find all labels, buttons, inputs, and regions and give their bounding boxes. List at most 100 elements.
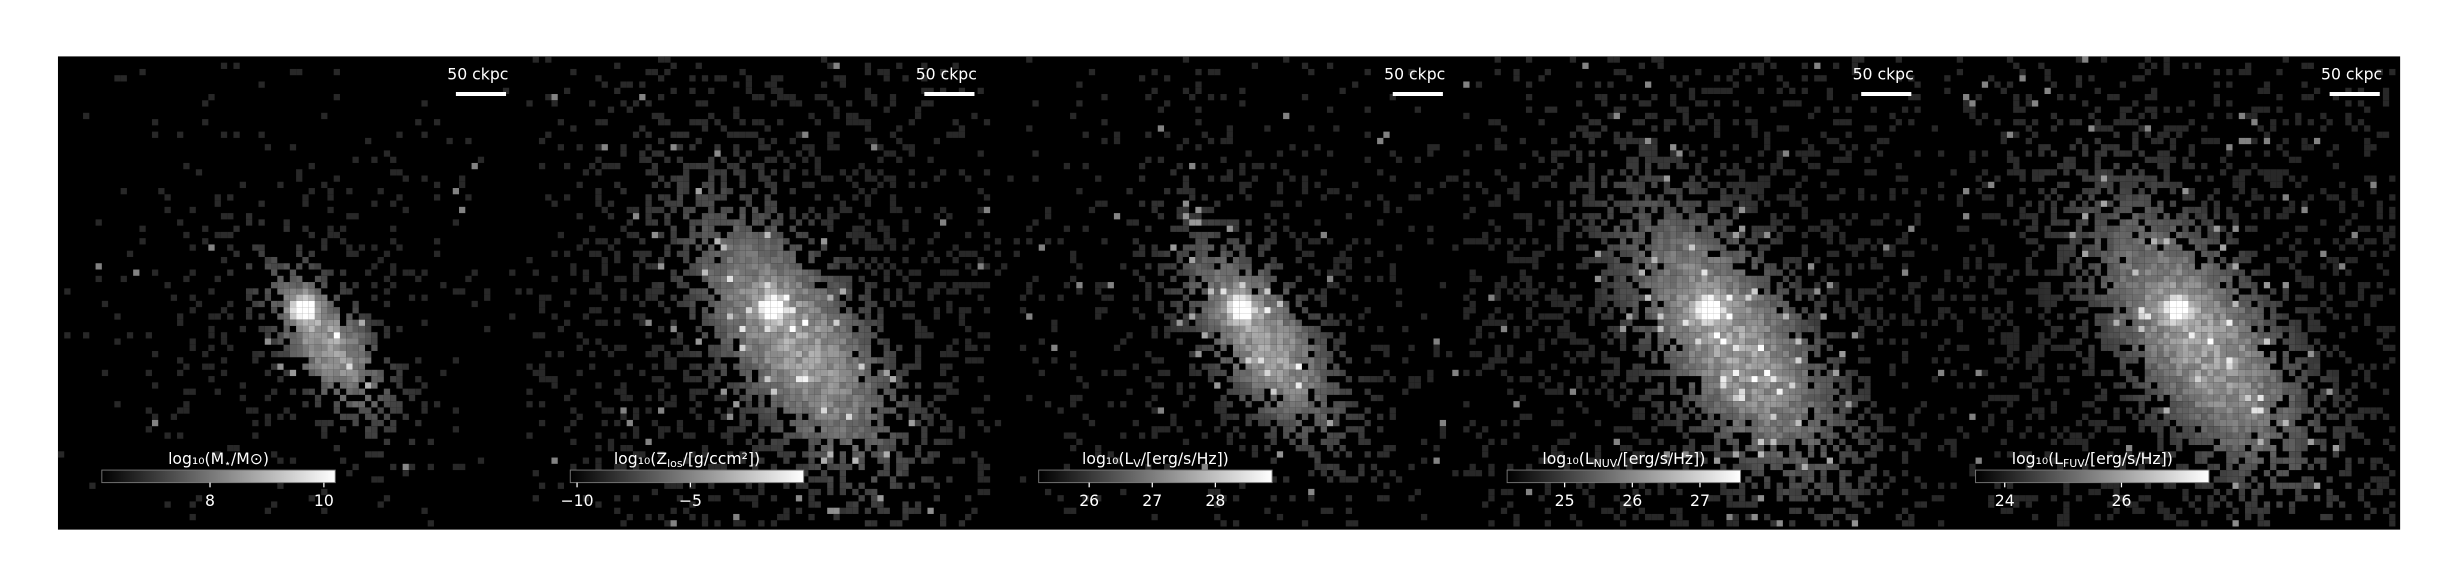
pixel [1226,175,1233,182]
pixel [770,225,778,232]
pixel [1507,350,1514,358]
pixel [676,282,684,289]
pixel [658,137,665,145]
pixel [1320,169,1327,176]
pixel [1757,181,1765,189]
pixel [1707,419,1714,427]
pixel [1170,313,1177,320]
pixel [1469,307,1476,314]
pixel [783,401,790,408]
pixel [827,357,834,364]
pixel [933,482,940,489]
pixel [1519,162,1526,170]
pixel [1764,319,1771,326]
pixel [308,282,315,289]
pixel [120,188,127,195]
pixel [1164,332,1171,339]
pixel [538,294,546,301]
pixel [714,75,721,82]
pixel [701,388,709,395]
pixel [1732,294,1739,301]
pixel [582,495,590,502]
pixel [1638,369,1645,377]
pixel [220,369,228,377]
pixel [871,332,878,339]
pixel [538,332,546,339]
pixel [1258,244,1265,251]
pixel [777,344,784,351]
pixel [1182,269,1190,276]
pixel [1500,282,1508,289]
pixel [695,376,702,383]
pixel [1157,269,1165,276]
pixel [883,150,890,157]
pixel [1588,495,1595,502]
pixel [1645,150,1652,157]
pixel [582,338,590,345]
pixel [1720,188,1727,195]
pixel [1657,325,1664,333]
pixel [814,194,821,201]
pixel [733,263,740,270]
pixel [371,319,378,326]
pixel [1601,256,1608,264]
pixel [1251,307,1259,314]
pixel [1670,419,1677,427]
pixel [346,369,353,377]
pixel [933,256,940,264]
pixel [383,394,391,402]
pixel [1701,401,1708,408]
pixel [346,350,353,358]
pixel [145,426,152,433]
pixel [708,181,715,189]
pixel [239,394,246,402]
pixel [770,350,778,358]
pixel [864,244,872,251]
pixel [1701,407,1708,414]
pixel [994,238,1002,245]
pixel [1364,68,1371,76]
pixel [1145,131,1152,138]
pixel [1770,263,1777,270]
pixel [689,263,696,270]
pixel [1707,238,1714,245]
pixel [664,363,671,370]
pixel [1645,332,1652,339]
pixel [745,256,752,264]
pixel [1619,137,1627,145]
pixel [1638,407,1645,414]
pixel [745,325,752,333]
pixel [1070,363,1077,370]
pixel [1377,426,1384,433]
pixel [739,275,746,283]
pixel [302,307,309,314]
pixel [846,363,853,370]
pixel [208,332,215,339]
pixel [1557,382,1564,389]
pixel [676,300,684,308]
pixel [764,376,771,383]
pixel [789,188,796,195]
pixel [1076,288,1083,295]
pixel [783,269,790,276]
pixel [595,250,602,257]
pixel [1395,300,1403,308]
pixel [1289,319,1296,326]
pixel [346,470,353,477]
pixel [601,263,608,270]
pixel [733,401,740,408]
pixel [933,213,940,220]
pixel [1594,300,1602,308]
pixel [264,419,272,427]
pixel [352,338,359,345]
pixel [752,231,759,239]
pixel [808,282,815,289]
pixel [1720,200,1727,207]
pixel [1682,344,1689,351]
pixel [1364,275,1371,283]
pixel [1207,263,1215,270]
pixel [902,501,909,508]
pixel [1544,388,1551,395]
pixel [1720,307,1727,314]
pixel [1494,200,1501,207]
